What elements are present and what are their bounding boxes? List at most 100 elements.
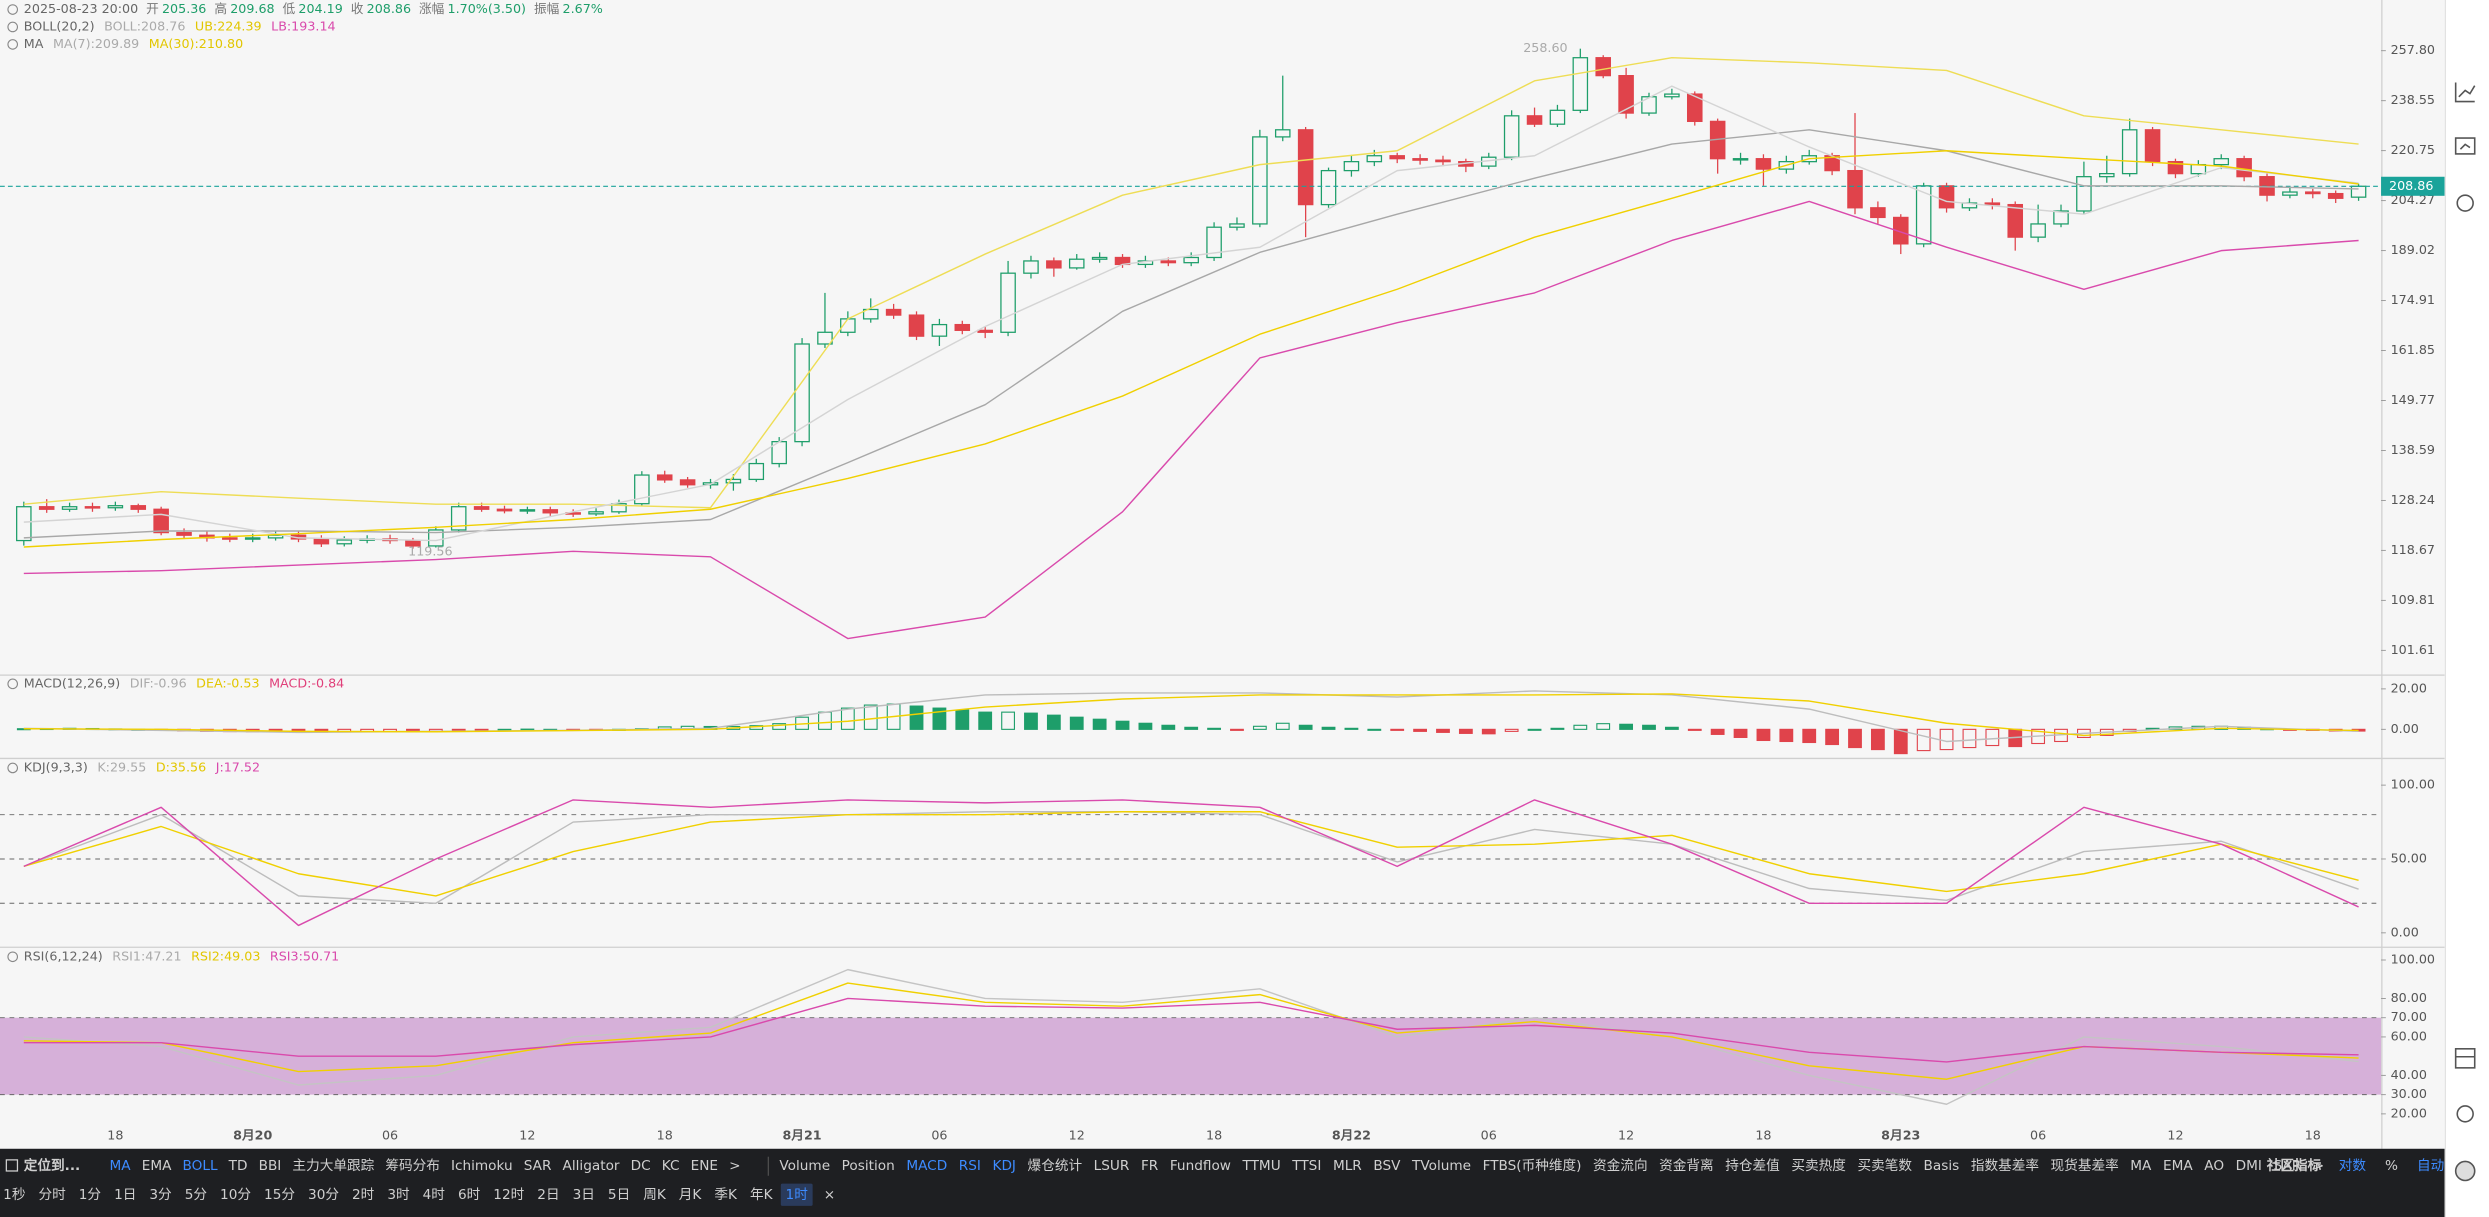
toolbar-item[interactable]: EMA (142, 1158, 172, 1174)
toolbar-item[interactable]: 季K (714, 1187, 738, 1203)
toolbar-item[interactable]: BOLL (183, 1158, 218, 1174)
toolbar-item[interactable]: 2时 (352, 1187, 375, 1203)
toolbar-item[interactable]: 资金背离 (1659, 1157, 1714, 1174)
toggle-icon[interactable] (7, 39, 19, 50)
toolbar-item[interactable]: 15分 (264, 1187, 295, 1203)
toolbar-item[interactable]: 5分 (185, 1187, 208, 1203)
toolbar-item[interactable]: FR (1141, 1158, 1159, 1174)
toolbar-item[interactable]: > (2313, 1158, 2324, 1174)
toggle-icon[interactable] (7, 951, 19, 963)
candle-body (2007, 203, 2024, 238)
toolbar-item[interactable]: MLR (1333, 1158, 1362, 1174)
toggle-icon[interactable] (7, 762, 19, 774)
toolbar-item[interactable]: 年K (750, 1187, 774, 1203)
toolbar-item[interactable]: 5日 (608, 1187, 630, 1203)
macd-bar (1550, 727, 1565, 730)
toolbar-item[interactable]: 1时 (786, 1187, 809, 1203)
toolbar-item[interactable]: TTMU (1242, 1158, 1281, 1174)
toolbar-item[interactable]: Basis (1924, 1158, 1960, 1174)
icon-settings[interactable] (2456, 194, 2474, 212)
toggle-icon[interactable] (7, 678, 19, 690)
toolbar-item[interactable]: SAR (2274, 1158, 2302, 1174)
toolbar-item[interactable]: DMI (2236, 1158, 2262, 1174)
toolbar-item[interactable]: 6时 (458, 1187, 481, 1203)
toolbar-item[interactable]: 12时 (493, 1187, 524, 1203)
toolbar-item[interactable]: > (729, 1158, 740, 1174)
toolbar-item[interactable]: 买卖热度 (1791, 1158, 1846, 1174)
toolbar-item[interactable]: LSUR (1094, 1158, 1130, 1174)
toolbar-item[interactable]: Position (842, 1158, 895, 1174)
toolbar-item[interactable]: Volume (779, 1158, 830, 1174)
toolbar-item[interactable]: MA (2130, 1158, 2152, 1174)
toolbar-item[interactable]: 社区指标 (2266, 1157, 2322, 1174)
candle-body (1732, 158, 1749, 161)
candle-body (2076, 176, 2092, 212)
toolbar-item[interactable]: TTSI (1291, 1158, 1321, 1174)
icon-layout[interactable] (2454, 1048, 2476, 1069)
toolbar-item[interactable]: 3日 (573, 1187, 595, 1203)
toolbar-item[interactable]: MA (110, 1158, 132, 1174)
toolbar-item[interactable]: 周K (643, 1187, 667, 1203)
toolbar-item[interactable]: 分时 (38, 1187, 66, 1203)
toolbar-item[interactable]: 对数 (2339, 1158, 2367, 1174)
candle-body (1595, 57, 1611, 77)
toolbar-item[interactable]: 持仓差值 (1725, 1158, 1780, 1174)
candle-body (2305, 191, 2321, 195)
toolbar-item[interactable]: 1分 (79, 1187, 102, 1203)
candle-body (1160, 260, 1177, 264)
toolbar-item[interactable]: FTBS(币种维度) (1483, 1158, 1582, 1174)
toolbar-item[interactable]: KDJ (993, 1158, 1016, 1174)
x-tick-label: 18 (657, 1128, 673, 1143)
current-interval-bg (780, 1183, 813, 1206)
toolbar-item[interactable]: AO (2204, 1158, 2224, 1174)
toolbar-item[interactable]: Fundflow (1170, 1158, 1231, 1174)
toolbar-item[interactable]: BBI (259, 1158, 282, 1174)
toolbar-item[interactable]: Ichimoku (451, 1158, 513, 1174)
toolbar-item[interactable]: 1日 (114, 1187, 136, 1203)
toolbar-item[interactable]: BSV (1373, 1158, 1401, 1174)
toolbar-item[interactable]: 4时 (423, 1187, 446, 1203)
icon-help[interactable] (2456, 1105, 2474, 1123)
toolbar-item[interactable]: 现货基差率 (2051, 1157, 2119, 1174)
toolbar-item[interactable]: 筹码分布 (385, 1157, 440, 1174)
toolbar-item[interactable]: 主力大单跟踪 (292, 1158, 374, 1174)
toolbar-item[interactable]: KC (662, 1158, 680, 1174)
icon-chart[interactable] (2454, 82, 2476, 103)
toolbar-item[interactable]: MACD (906, 1158, 947, 1174)
toolbar-item[interactable]: 3时 (387, 1187, 410, 1203)
toolbar-item[interactable]: × (824, 1187, 835, 1203)
toolbar-item[interactable]: 30分 (308, 1187, 339, 1203)
toolbar-item[interactable]: 10分 (220, 1187, 251, 1203)
toolbar-item[interactable]: 1秒 (3, 1187, 25, 1203)
candle-body (1206, 226, 1222, 259)
toggle-icon[interactable] (7, 21, 19, 33)
icon-avatar[interactable] (2454, 1160, 2476, 1182)
toolbar-item[interactable]: ENE (691, 1158, 718, 1174)
toolbar-item[interactable]: DC (631, 1158, 651, 1174)
toolbar-item[interactable]: 3分 (149, 1187, 172, 1203)
toolbar-item[interactable]: 资金流向 (1593, 1158, 1648, 1174)
toolbar-item[interactable]: SAR (524, 1158, 552, 1174)
toolbar-item[interactable]: 月K (679, 1187, 703, 1203)
x-tick-label: 06 (2030, 1128, 2046, 1143)
toolbar-item[interactable]: 2日 (537, 1187, 559, 1203)
macd-bar (1848, 728, 1862, 749)
toolbar-item[interactable]: % (2385, 1158, 2398, 1174)
y-tick-label: 40.00 (2391, 1067, 2427, 1082)
toolbar-item[interactable]: TVolume (1411, 1158, 1471, 1174)
toolbar-item[interactable]: 自动 (2417, 1158, 2444, 1174)
candle-body (2053, 210, 2069, 225)
x-tick-label: 06 (931, 1128, 947, 1143)
toolbar-item[interactable]: 爆仓统计 (1028, 1158, 1083, 1174)
toolbar-item[interactable]: TD (228, 1158, 248, 1174)
toolbar-item[interactable]: Alligator (563, 1158, 620, 1174)
toolbar-item[interactable]: 指数基差率 (1971, 1157, 2039, 1174)
toolbar-item[interactable]: RSI (959, 1158, 981, 1174)
icon-panel[interactable] (2454, 137, 2476, 155)
toolbar-item[interactable]: 定位到... (24, 1157, 80, 1174)
toolbar-item[interactable]: 买卖笔数 (1857, 1158, 1912, 1174)
y-tick-label: 238.55 (2391, 92, 2435, 107)
toggle-icon[interactable] (7, 4, 19, 15)
toolbar-item[interactable]: EMA (2163, 1158, 2193, 1174)
candle-body (473, 506, 490, 510)
